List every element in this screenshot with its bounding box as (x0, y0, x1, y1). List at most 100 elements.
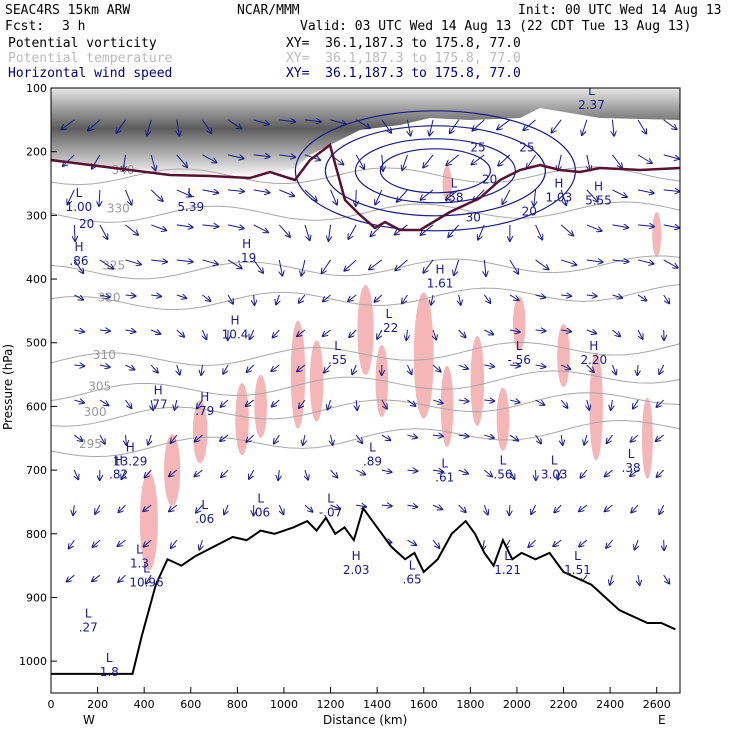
wind-contour (324, 125, 546, 217)
wind-arrow (612, 260, 628, 262)
wind-arrow (407, 119, 410, 136)
wind-arrow (74, 469, 78, 479)
wind-arrow (421, 189, 434, 200)
wind-contour-label: 30 (466, 211, 481, 225)
wind-arrow (247, 364, 255, 372)
wind-arrow (484, 400, 494, 401)
wind-contour-label: 20 (79, 217, 94, 231)
wind-arrow (397, 189, 408, 202)
init-time: Init: 00 UTC Wed 14 Aug 13 (518, 3, 722, 18)
wind-arrow (176, 154, 187, 167)
wind-arrow (535, 330, 546, 331)
extremum-kind: H (436, 262, 445, 276)
wind-arrow (92, 574, 101, 581)
wind-arrow (223, 364, 229, 374)
wind-arrow (73, 434, 82, 441)
x-end-right: E (658, 713, 666, 727)
extremum-kind: H (589, 339, 598, 353)
wind-arrow (348, 294, 357, 301)
wind-arrow (406, 329, 407, 340)
wind-arrow (612, 225, 628, 228)
wind-arrow (176, 225, 193, 227)
x-axis: 0 200 400 600 800 1000 1200 1400 1600 1800 2000 220… (48, 687, 671, 711)
extremum-kind: L (628, 447, 635, 461)
extremum-value: 13.29 (113, 455, 147, 469)
extremum-value: -.56 (508, 353, 531, 367)
wind-arrow (352, 364, 356, 374)
wind-arrow (63, 154, 75, 166)
wind-arrow (143, 504, 152, 511)
wind-arrow (304, 504, 312, 512)
wind-arrow (144, 539, 152, 546)
wind-arrow (587, 399, 589, 410)
wind-arrow (177, 364, 180, 375)
wind-arrow (246, 399, 254, 406)
field-legend-pv-xy: XY= 36.1,187.3 to 175.8, 77.0 (286, 36, 521, 51)
wind-contour-label: 20 (522, 204, 537, 218)
wind-arrow (433, 435, 443, 436)
extremum-value: 1.61 (427, 276, 454, 290)
wind-arrow (301, 259, 306, 276)
center-name: NCAR/MMM (237, 3, 300, 18)
wind-arrow (279, 120, 295, 122)
extremum-kind: L (257, 492, 264, 506)
wind-arrow (202, 190, 218, 193)
wind-arrow (407, 399, 415, 406)
wind-arrow (145, 469, 152, 477)
pv-area (589, 352, 603, 461)
wind-arrow (423, 154, 434, 168)
x-tick-label: 200 (87, 698, 108, 711)
pv-area (164, 434, 181, 507)
extremum-kind: L (441, 457, 448, 471)
extremum-value: 10.4 (222, 327, 249, 341)
wind-arrow (663, 574, 670, 583)
x-tick-label: 1200 (317, 698, 345, 711)
extrema-labels: L1.00L5.39H.86H.19H10.4L.55L.22H1.61L-.5… (66, 88, 641, 679)
extremum-kind: L (334, 339, 341, 353)
extremum-kind: L (409, 559, 416, 573)
wind-arrow (582, 119, 588, 135)
extremum-kind: L (143, 562, 150, 576)
extremum-value: 1.3 (130, 557, 149, 571)
wind-arrow (606, 539, 613, 548)
field-legend-theta: Potential temperature (8, 51, 173, 66)
wind-arrow (484, 504, 488, 514)
x-tick-label: 2200 (550, 698, 578, 711)
wind-arrow (355, 119, 370, 128)
wind-arrow (199, 540, 202, 550)
wind-arrow (656, 399, 665, 407)
wind-arrow (327, 399, 330, 410)
wind-arrow (610, 575, 613, 585)
wind-arrow (560, 189, 566, 205)
wind-arrow (201, 364, 202, 375)
wind-arrow (531, 504, 535, 514)
extremum-value: .55 (328, 353, 347, 367)
wind-arrow (429, 119, 434, 136)
wind-arrow (279, 504, 283, 514)
extremum-value: 1.21 (494, 563, 521, 577)
wind-arrow (74, 224, 75, 241)
wind-arrow (202, 225, 218, 227)
wind-arrow (125, 259, 141, 264)
theta-label: 310 (93, 348, 116, 362)
wind-arrow (659, 504, 663, 514)
extremum-kind: L (385, 307, 392, 321)
wind-arrow (446, 189, 459, 200)
pv-area (235, 383, 249, 456)
wind-arrow (535, 434, 541, 443)
wind-arrow (371, 224, 383, 236)
extremum-value: .06 (195, 512, 214, 526)
x-tick-label: 1000 (270, 698, 298, 711)
terrain-line (51, 506, 676, 675)
wind-arrow (432, 505, 442, 509)
wind-arrow (407, 364, 411, 374)
wind-arrow (509, 294, 519, 300)
wind-contour (354, 138, 516, 204)
wind-arrow (637, 364, 638, 375)
wind-arrow (202, 294, 210, 301)
wind-arrow (631, 504, 639, 512)
wind-arrow (324, 364, 331, 373)
wind-arrow (99, 259, 113, 269)
theta-contour (51, 255, 680, 280)
wind-arrow (558, 154, 561, 171)
